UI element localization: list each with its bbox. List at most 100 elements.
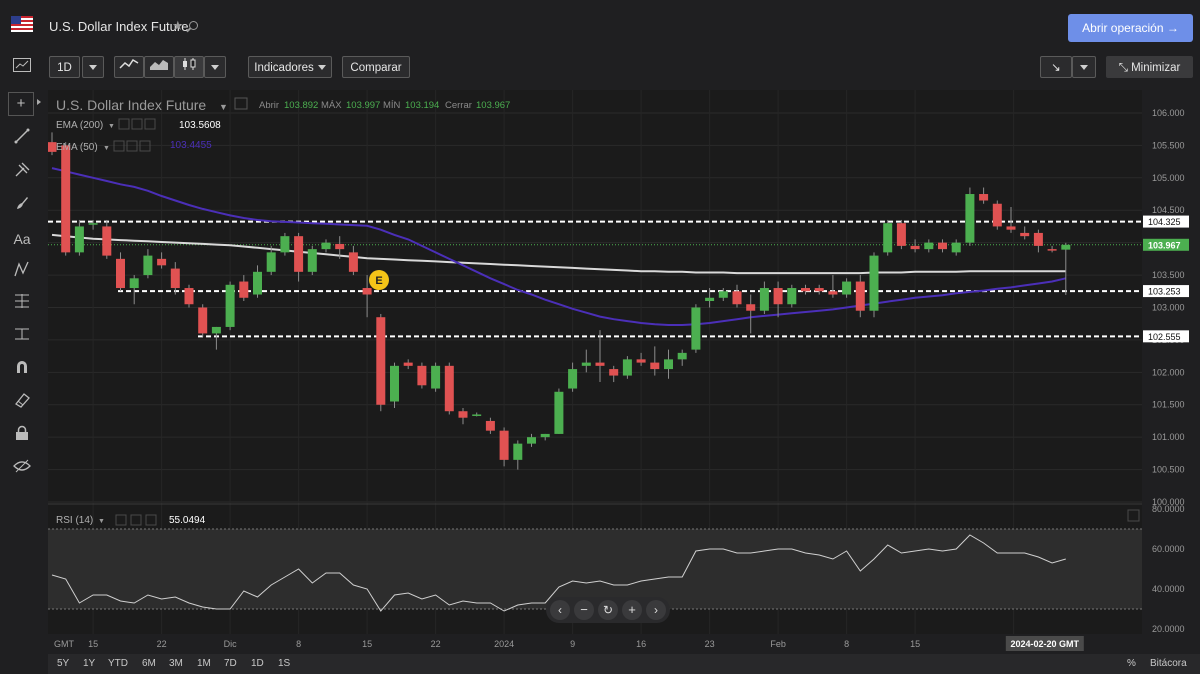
candle-down[interactable] [239, 281, 249, 298]
candle-down[interactable] [458, 411, 468, 418]
interval-select[interactable]: 1D [49, 56, 80, 78]
ema50-label[interactable]: EMA (50) [56, 142, 98, 153]
candle-up[interactable] [321, 242, 331, 250]
crosshair-icon[interactable]: + [8, 92, 34, 116]
drawing-mode-dropdown[interactable] [1072, 56, 1096, 78]
candle-down[interactable] [403, 362, 413, 366]
event-marker-icon[interactable] [369, 270, 389, 290]
candle-down[interactable] [938, 242, 947, 250]
range-button[interactable]: 7D [224, 658, 237, 669]
candle-up[interactable] [513, 443, 523, 460]
rsi-caret[interactable]: ▼ [98, 518, 105, 525]
search-icon[interactable] [189, 21, 198, 30]
candle-down[interactable] [102, 226, 112, 256]
candle-up[interactable] [211, 326, 221, 334]
rsi-visibility-icon[interactable] [130, 514, 142, 526]
candle-down[interactable] [184, 288, 194, 305]
indicator-panel-icon[interactable] [10, 57, 34, 79]
legend-symbol-caret[interactable]: ▼ [219, 102, 228, 112]
line-chart-button[interactable] [114, 56, 144, 78]
ema200-caret[interactable]: ▼ [108, 123, 115, 130]
price-chart[interactable]: 106.000105.500105.000104.500104.000103.5… [47, 90, 1200, 654]
candle-up[interactable] [554, 391, 564, 434]
ema200-visibility-icon[interactable] [131, 118, 143, 130]
interval-dropdown-button[interactable] [82, 56, 104, 78]
candle-down[interactable] [198, 307, 208, 334]
candle-down[interactable] [992, 203, 1002, 227]
candle-up[interactable] [965, 194, 975, 243]
candle-up[interactable] [718, 291, 728, 298]
range-button[interactable]: YTD [108, 658, 128, 669]
candle-down[interactable] [417, 365, 427, 386]
candle-down[interactable] [814, 288, 824, 292]
candle-down[interactable] [609, 369, 619, 376]
candle-down[interactable] [376, 317, 386, 405]
candle-down[interactable] [896, 223, 906, 246]
candle-down[interactable] [732, 291, 742, 305]
candle-up[interactable] [705, 297, 715, 301]
candle-up[interactable] [869, 255, 879, 311]
scroll-left-button[interactable] [550, 600, 570, 620]
candle-up[interactable] [759, 288, 769, 311]
area-chart-button[interactable] [144, 56, 174, 78]
candle-up[interactable] [883, 223, 893, 253]
range-button[interactable]: 6M [142, 658, 156, 669]
ema200-remove-icon[interactable] [144, 118, 156, 130]
candle-up[interactable] [664, 359, 673, 370]
brush-icon[interactable] [10, 195, 34, 217]
ema200-settings-icon[interactable] [118, 118, 130, 130]
indicators-button[interactable]: Indicadores [248, 56, 332, 78]
candle-up[interactable] [677, 352, 687, 360]
zoom-in-button[interactable] [622, 600, 642, 620]
chart-type-dropdown-button[interactable] [204, 56, 226, 78]
candle-down[interactable] [335, 243, 345, 250]
ema50-remove-icon[interactable] [139, 140, 151, 152]
percent-toggle[interactable]: % [1127, 658, 1136, 669]
candle-up[interactable] [129, 278, 139, 289]
fork-tool-icon[interactable] [10, 162, 34, 184]
ema50-settings-icon[interactable] [113, 140, 125, 152]
chart-area[interactable]: 106.000105.500105.000104.500104.000103.5… [47, 90, 1200, 674]
candle-down[interactable] [636, 359, 646, 363]
candle-down[interactable] [1020, 232, 1030, 237]
candle-up[interactable] [568, 369, 578, 389]
candle-up[interactable] [390, 365, 399, 402]
candle-down[interactable] [485, 420, 495, 431]
candle-up[interactable] [225, 284, 235, 327]
candle-down[interactable] [828, 291, 838, 295]
rsi-remove-icon[interactable] [145, 514, 157, 526]
rsi-label[interactable]: RSI (14) [56, 515, 93, 526]
candle-chart-button[interactable] [174, 56, 204, 78]
candle-up[interactable] [307, 249, 317, 272]
rsi-pane-close-icon[interactable] [1127, 509, 1140, 522]
candle-up[interactable] [88, 223, 98, 225]
sidebar-expand-arrow[interactable] [37, 99, 41, 105]
range-button[interactable]: 1M [197, 658, 211, 669]
candle-up[interactable] [253, 271, 262, 295]
magnet-icon[interactable] [10, 359, 34, 381]
text-tool-icon[interactable]: Aa [13, 231, 31, 247]
drawing-mode-button[interactable]: ↘ [1040, 56, 1072, 78]
scroll-right-button[interactable] [646, 600, 666, 620]
line-tool-icon[interactable] [10, 128, 34, 150]
candle-down[interactable] [773, 288, 783, 305]
candle-down[interactable] [444, 365, 454, 412]
ema50-caret[interactable]: ▼ [103, 145, 110, 152]
candle-down[interactable] [294, 236, 304, 272]
candle-down[interactable] [348, 252, 358, 272]
measure-icon[interactable] [10, 326, 34, 348]
eraser-icon[interactable] [10, 392, 34, 414]
candle-up[interactable] [1061, 244, 1071, 250]
rsi-settings-icon[interactable] [115, 514, 127, 526]
candle-up[interactable] [924, 242, 934, 250]
candle-down[interactable] [1047, 249, 1057, 251]
zoom-out-button[interactable] [574, 600, 594, 620]
pattern-tool-icon[interactable] [10, 261, 34, 283]
candle-down[interactable] [979, 194, 989, 201]
open-trade-button[interactable]: Abrir operación → [1068, 14, 1193, 42]
range-button[interactable]: 1Y [83, 658, 96, 669]
candle-up[interactable] [787, 288, 797, 305]
candle-down[interactable] [595, 362, 605, 366]
candle-up[interactable] [691, 307, 701, 350]
candle-down[interactable] [855, 281, 865, 311]
